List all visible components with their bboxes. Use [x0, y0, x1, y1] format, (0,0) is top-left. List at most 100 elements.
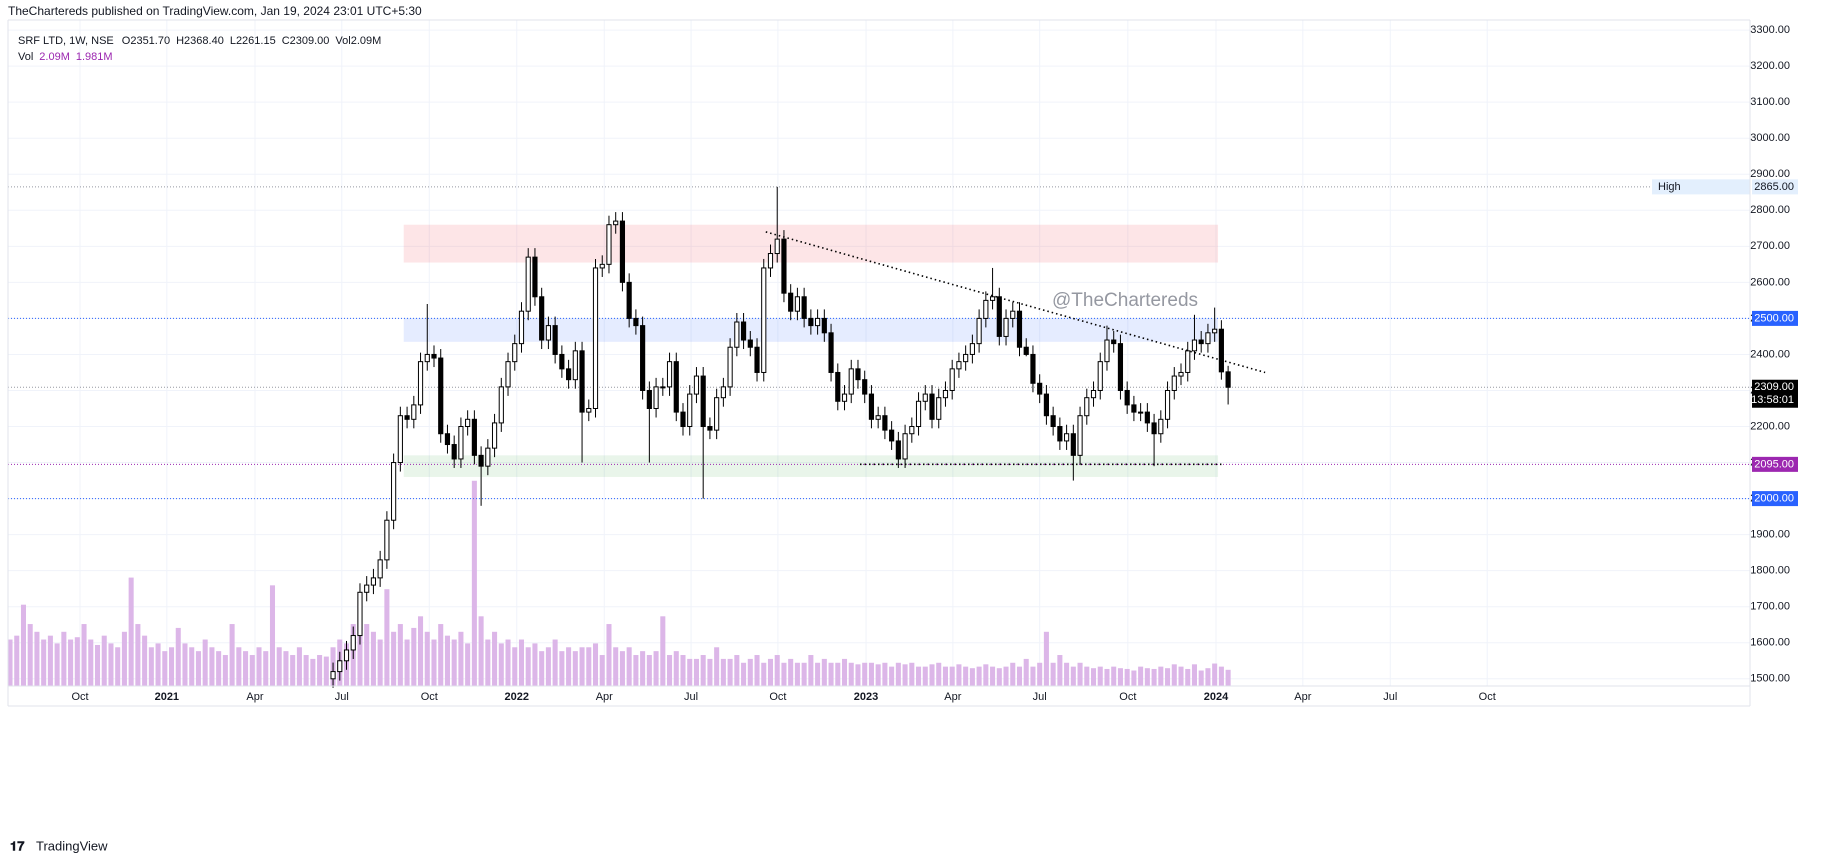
volume-legend-value: 1.981M — [76, 51, 113, 63]
price-label-box — [1752, 491, 1798, 507]
x-tick-label: Oct — [71, 691, 88, 703]
volume-bar — [1151, 668, 1157, 686]
candle-body — [841, 393, 848, 402]
volume-bar — [88, 639, 94, 686]
y-tick-label: 3000.00 — [1750, 132, 1790, 144]
candle-body — [1003, 317, 1009, 337]
y-tick-label: 3100.00 — [1750, 96, 1790, 108]
volume-bar — [1016, 666, 1023, 686]
watermark: @TheChartereds — [1052, 290, 1198, 311]
candle-body — [471, 418, 477, 456]
volume-bar — [498, 643, 504, 686]
volume-bar — [202, 639, 208, 686]
volume-bar — [922, 666, 928, 686]
volume-bar — [492, 631, 498, 686]
volume-bar — [828, 662, 834, 686]
y-tick-label: 2200.00 — [1750, 420, 1790, 432]
volume-bar — [418, 616, 424, 686]
volume-bar — [646, 655, 652, 686]
candle-body — [579, 350, 585, 413]
volume-bar — [1050, 662, 1056, 686]
candle-body — [343, 649, 350, 662]
volume-bar — [848, 662, 854, 686]
volume-bar — [936, 662, 942, 686]
volume-bar — [700, 655, 706, 686]
y-tick-label: 1900.00 — [1750, 529, 1790, 541]
volume-bar — [1064, 662, 1070, 686]
candle-body — [1097, 361, 1103, 391]
candle-body — [889, 429, 895, 442]
volume-bar — [263, 651, 269, 686]
volume-bar — [761, 662, 767, 686]
volume-bar — [747, 658, 753, 686]
candle-body — [875, 415, 881, 420]
volume-bar — [815, 662, 821, 686]
volume-bar — [182, 643, 188, 686]
volume-bar — [619, 651, 625, 686]
y-tick-label: 2700.00 — [1750, 240, 1790, 252]
volume-bar — [94, 644, 101, 686]
price-label-box — [1752, 310, 1798, 326]
volume-bar — [633, 655, 639, 686]
volume-bar — [478, 616, 484, 686]
volume-bar — [1171, 664, 1177, 686]
y-tick-label: 3300.00 — [1750, 24, 1790, 36]
volume-bar — [552, 639, 558, 686]
price-label: 2000.00 — [1754, 493, 1794, 505]
volume-bar — [411, 627, 417, 686]
x-tick-label: Apr — [596, 691, 613, 703]
candle-body — [1070, 433, 1076, 456]
candle-body — [592, 267, 599, 409]
candle-body — [350, 635, 356, 651]
volume-bar — [990, 666, 996, 686]
footer-brand: TradingView — [36, 838, 108, 853]
candle-body — [606, 224, 612, 265]
candle-body — [1010, 310, 1016, 319]
volume-bar — [592, 643, 599, 686]
volume-bar — [613, 647, 619, 686]
x-tick-label: Jul — [1383, 691, 1397, 703]
candle-body — [1198, 339, 1204, 345]
volume-bar — [1191, 664, 1197, 686]
volume-bar — [579, 647, 585, 686]
y-tick-label: 1600.00 — [1750, 637, 1790, 649]
candle-body — [539, 296, 545, 341]
candle-body — [364, 584, 370, 593]
candle-body — [794, 296, 800, 312]
volume-bar — [949, 666, 955, 686]
price-zone — [403, 455, 1219, 477]
volume-bar — [673, 651, 679, 686]
volume-bar — [788, 658, 794, 686]
candle-body — [458, 426, 464, 460]
volume-bar — [868, 662, 874, 686]
candle-body — [431, 353, 437, 359]
volume-bar — [74, 637, 80, 686]
volume-bar — [606, 624, 612, 686]
candle-body — [626, 281, 632, 319]
high-label: High — [1658, 181, 1681, 193]
volume-bar — [1138, 666, 1144, 686]
volume-bar — [626, 647, 632, 686]
volume-bar — [889, 666, 895, 686]
volume-bar — [195, 651, 201, 686]
volume-bar — [929, 664, 935, 686]
candle-body — [485, 447, 491, 467]
candle-body — [835, 371, 841, 402]
candle-body — [1037, 382, 1043, 395]
candle-body — [404, 415, 410, 420]
candle-body — [761, 267, 767, 373]
candle-body — [956, 361, 962, 370]
price-label: 2865.00 — [1754, 181, 1794, 193]
candle-body — [734, 321, 740, 348]
volume-bar — [875, 664, 881, 686]
candle-body — [996, 296, 1002, 337]
volume-bar — [539, 651, 545, 686]
candle-body — [646, 389, 652, 410]
volume-bar — [572, 651, 578, 686]
x-tick-label: Apr — [246, 691, 263, 703]
volume-bar — [794, 662, 800, 686]
volume-bar — [963, 666, 969, 686]
candle-body — [1144, 411, 1150, 424]
volume-bar — [687, 658, 693, 686]
candle-body — [357, 591, 363, 637]
